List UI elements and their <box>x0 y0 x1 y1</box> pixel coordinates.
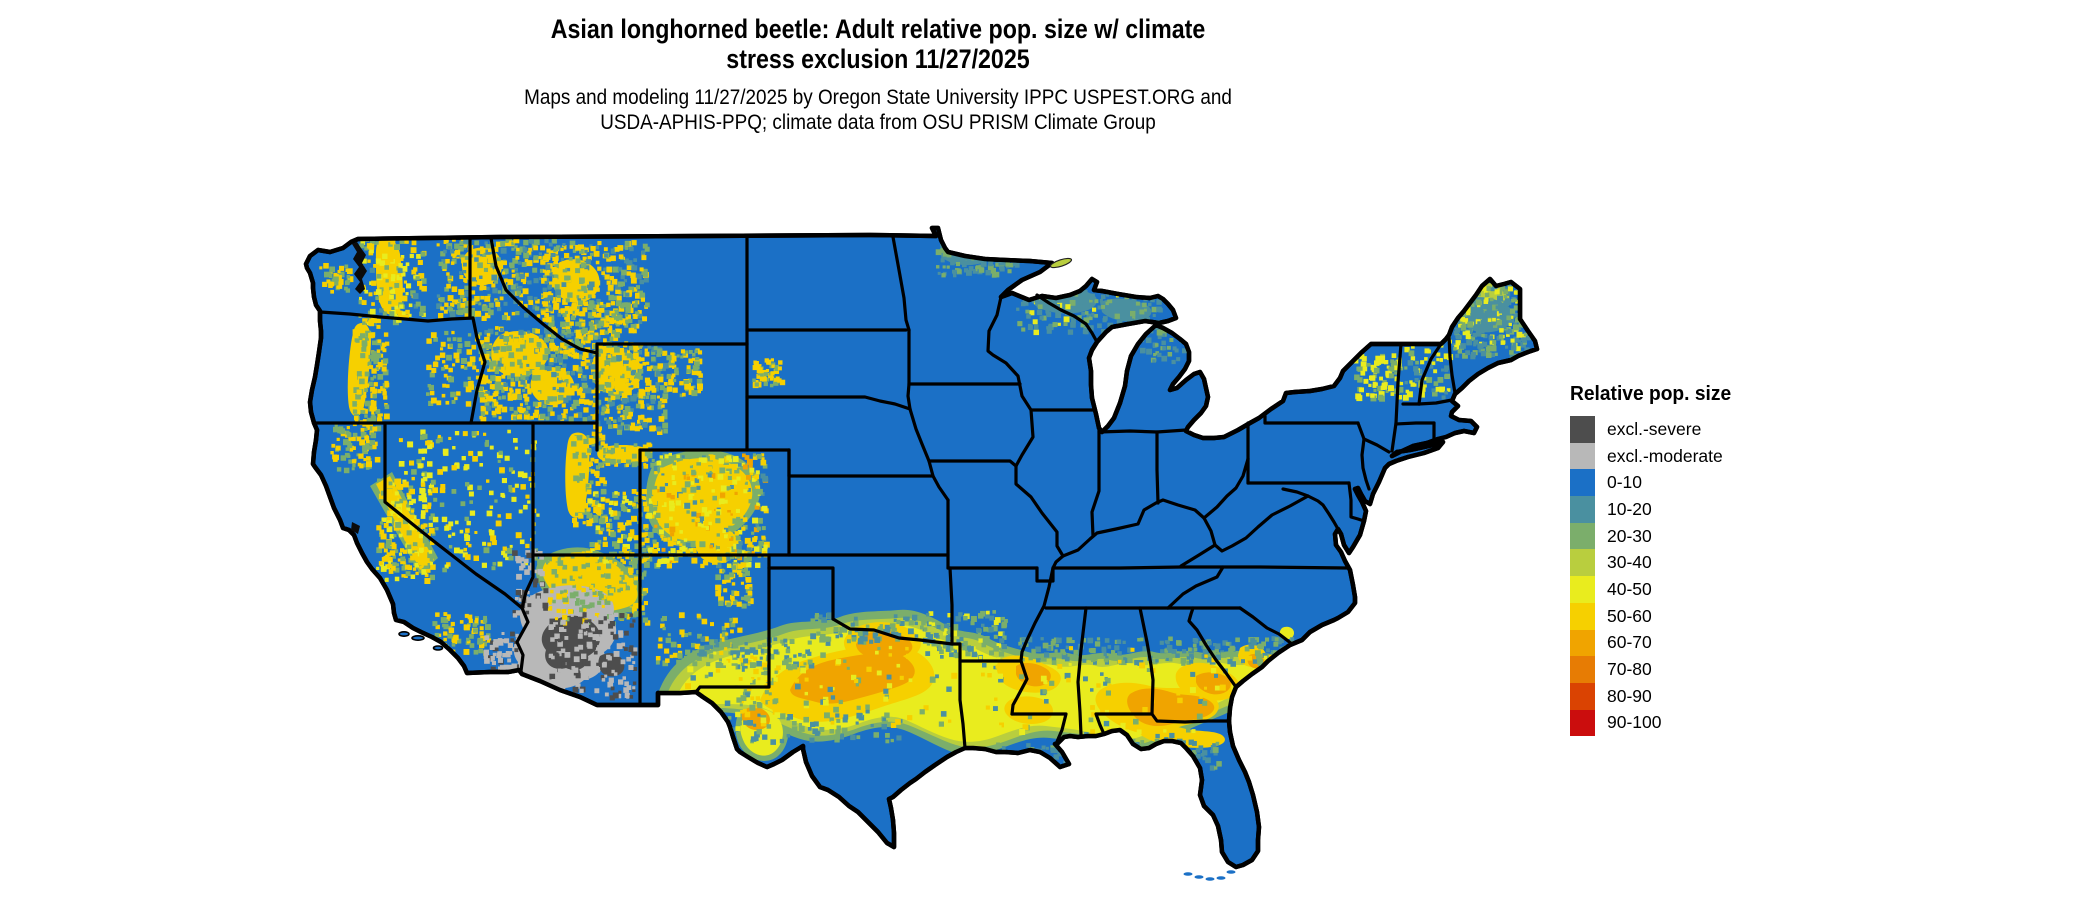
legend-rows: excl.-severe excl.-moderate 0-10 10-20 20-30… <box>1570 416 1810 737</box>
legend-item-label: 60-70 <box>1607 632 1652 653</box>
legend-item: excl.-moderate <box>1570 442 1810 470</box>
legend-item-label: 30-40 <box>1607 552 1652 573</box>
legend-swatch <box>1570 496 1595 523</box>
legend-item: 20-30 <box>1570 522 1810 550</box>
legend-swatch <box>1570 549 1595 577</box>
legend-swatch <box>1570 576 1595 603</box>
legend-item: 50-60 <box>1570 602 1810 630</box>
legend-swatch <box>1570 442 1595 470</box>
legend-item-label: excl.-severe <box>1607 418 1702 439</box>
legend-swatch <box>1570 656 1595 683</box>
legend-swatch <box>1570 416 1595 443</box>
legend-title: Relative pop. size <box>1570 383 1732 405</box>
legend-item-label: 90-100 <box>1607 712 1662 733</box>
map-subtitle: Maps and modeling 11/27/2025 by Oregon S… <box>0 85 1756 135</box>
legend-item: excl.-severe <box>1570 416 1810 443</box>
legend-swatch <box>1570 522 1595 550</box>
legend-swatch <box>1570 629 1595 657</box>
legend-item: 80-90 <box>1570 682 1810 710</box>
legend: Relative pop. size excl.-severe excl.-mod… <box>1570 383 1810 737</box>
legend-item: 40-50 <box>1570 576 1810 603</box>
legend-item: 0-10 <box>1570 469 1810 497</box>
legend-item-label: excl.-moderate <box>1607 445 1723 466</box>
legend-item-label: 80-90 <box>1607 685 1652 706</box>
map-title-line1: Asian longhorned beetle: Adult relative … <box>550 14 1206 44</box>
header: Asian longhorned beetle: Adult relative … <box>0 14 1756 135</box>
legend-item-label: 50-60 <box>1607 605 1652 626</box>
legend-item-label: 70-80 <box>1607 659 1652 680</box>
map-title-line2: stress exclusion 11/27/2025 <box>726 44 1030 74</box>
legend-item-label: 10-20 <box>1607 498 1652 519</box>
legend-swatch <box>1570 709 1595 737</box>
legend-item: 10-20 <box>1570 496 1810 523</box>
legend-swatch <box>1570 469 1595 497</box>
legend-item-label: 40-50 <box>1607 578 1652 599</box>
map-subtitle-line2: USDA-APHIS-PPQ; climate data from OSU PR… <box>600 111 1156 134</box>
legend-item-label: 20-30 <box>1607 525 1652 546</box>
legend-item: 60-70 <box>1570 629 1810 657</box>
legend-swatch <box>1570 602 1595 630</box>
legend-item-label: 0-10 <box>1607 472 1643 493</box>
legend-item: 30-40 <box>1570 549 1810 577</box>
legend-swatch <box>1570 682 1595 710</box>
legend-item: 90-100 <box>1570 709 1810 737</box>
map-subtitle-line1: Maps and modeling 11/27/2025 by Oregon S… <box>524 86 1232 109</box>
legend-item: 70-80 <box>1570 656 1810 683</box>
